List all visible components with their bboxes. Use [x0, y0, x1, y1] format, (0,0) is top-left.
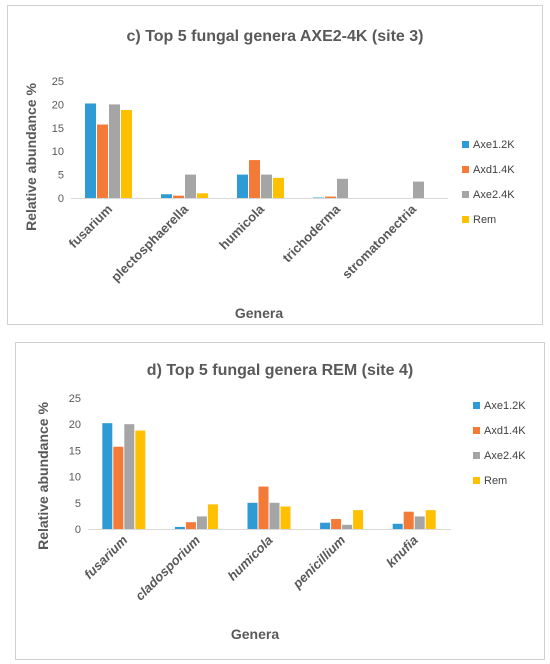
x-category-label: knufia — [383, 533, 421, 571]
bar-humicola-axd14k — [258, 486, 269, 529]
bars — [85, 103, 424, 198]
bar-plectosphaerella-axe12k — [161, 194, 172, 198]
y-axis-title: Relative abundance % — [23, 83, 39, 231]
y-tick-label: 0 — [75, 524, 81, 536]
bar-plectosphaerella-axd14k — [173, 195, 184, 198]
bar-penicillium-axe24k — [342, 524, 353, 529]
x-axis-title: Genera — [231, 626, 279, 642]
legend-swatch — [473, 427, 480, 434]
bar-humicola-axd14k — [249, 160, 260, 198]
y-tick-label: 20 — [52, 99, 64, 111]
legend-swatch — [462, 216, 469, 223]
bar-trichoderma-axd14k — [325, 196, 336, 198]
x-category-label: penicillium — [289, 532, 349, 592]
x-category-label: cladosporium — [132, 532, 203, 603]
bar-fusarium-axe24k — [109, 104, 120, 198]
bar-fusarium-rem — [135, 430, 146, 529]
y-tick-label: 5 — [58, 170, 64, 182]
legend-label: Axe2.4K — [473, 189, 515, 201]
y-tick-label: 10 — [52, 146, 64, 158]
legend-swatch — [473, 477, 480, 484]
bar-penicillium-axd14k — [331, 519, 342, 529]
y-tick-label: 25 — [69, 393, 81, 405]
bar-knufia-axe12k — [392, 523, 403, 529]
y-tick-label: 25 — [52, 76, 64, 88]
bar-humicola-axe12k — [247, 502, 258, 529]
bar-knufia-axd14k — [403, 511, 414, 529]
legend-swatch — [473, 402, 480, 409]
bar-fusarium-axe12k — [85, 103, 96, 198]
chart-title: c) Top 5 fungal genera AXE2-4K (site 3) — [127, 28, 424, 45]
y-axis-title: Relative abundance % — [35, 402, 51, 550]
x-category-label: trichoderma — [279, 201, 343, 265]
bar-fusarium-axd14k — [113, 446, 124, 529]
legend-label: Axe2.4K — [484, 450, 526, 462]
bar-humicola-axe24k — [261, 174, 272, 198]
chart-panel-c: c) Top 5 fungal genera AXE2-4K (site 3) … — [7, 5, 543, 325]
bar-fusarium-axe12k — [102, 423, 113, 529]
y-tick-label: 15 — [52, 123, 64, 135]
bar-cladosporium-axe24k — [196, 516, 207, 529]
bar-humicola-rem — [280, 506, 291, 529]
x-category-label: fusarium — [66, 202, 115, 251]
legend: Axe1.2K Axd1.4K Axe2.4K Rem — [473, 400, 526, 487]
y-axis-ticks: 0 5 10 15 20 25 — [52, 76, 64, 205]
bar-fusarium-axe24k — [124, 424, 135, 529]
bar-plectosphaerella-axe24k — [185, 174, 196, 198]
bar-cladosporium-axd14k — [185, 522, 196, 529]
x-axis-title: Genera — [235, 305, 283, 321]
bar-plectosphaerella-rem — [197, 193, 208, 198]
x-category-label: humicola — [225, 533, 276, 584]
x-category-label: stromatonectria — [339, 201, 420, 282]
bar-humicola-axe12k — [237, 174, 248, 198]
y-tick-label: 10 — [69, 472, 81, 484]
legend-label: Rem — [473, 214, 496, 226]
bar-cladosporium-rem — [207, 504, 218, 529]
legend-swatch — [473, 452, 480, 459]
bar-knufia-axe24k — [414, 516, 425, 529]
y-tick-label: 5 — [75, 498, 81, 510]
legend-label: Axd1.4K — [484, 425, 526, 437]
legend-label: Axe1.2K — [484, 400, 526, 412]
bar-stromatonectria-axe24k — [413, 181, 424, 198]
legend-swatch — [462, 191, 469, 198]
x-axis-categories: fusarium cladosporium humicola penicillium k… — [81, 532, 421, 603]
legend-label: Rem — [484, 475, 507, 487]
legend-label: Axd1.4K — [473, 164, 515, 176]
legend-swatch — [462, 141, 469, 148]
legend: Axe1.2K Axd1.4K Axe2.4K Rem — [462, 139, 515, 226]
bar-knufia-rem — [425, 510, 436, 529]
legend-swatch — [462, 166, 469, 173]
chart-d-svg: d) Top 5 fungal genera REM (site 4) Rela… — [35, 362, 526, 642]
y-tick-label: 15 — [69, 445, 81, 457]
bars — [102, 423, 436, 529]
y-tick-label: 0 — [58, 193, 64, 205]
bar-fusarium-axd14k — [97, 124, 108, 198]
bar-penicillium-axe12k — [320, 522, 331, 529]
bar-humicola-rem — [273, 177, 284, 198]
bar-trichoderma-axe24k — [337, 178, 348, 198]
chart-panel-d: d) Top 5 fungal genera REM (site 4) Rela… — [15, 342, 545, 660]
chart-c-svg: c) Top 5 fungal genera AXE2-4K (site 3) … — [23, 28, 515, 321]
bar-humicola-axe24k — [269, 502, 280, 529]
bar-penicillium-rem — [353, 510, 364, 529]
y-tick-label: 20 — [69, 419, 81, 431]
bar-cladosporium-axe12k — [174, 526, 185, 529]
x-category-label: plectosphaerella — [108, 201, 192, 285]
y-axis-ticks: 0 5 10 15 20 25 — [69, 393, 81, 536]
x-category-label: humicola — [216, 201, 268, 253]
legend-label: Axe1.2K — [473, 139, 515, 151]
x-category-label: fusarium — [81, 532, 131, 582]
bar-fusarium-rem — [121, 110, 132, 198]
chart-title: d) Top 5 fungal genera REM (site 4) — [147, 362, 413, 379]
